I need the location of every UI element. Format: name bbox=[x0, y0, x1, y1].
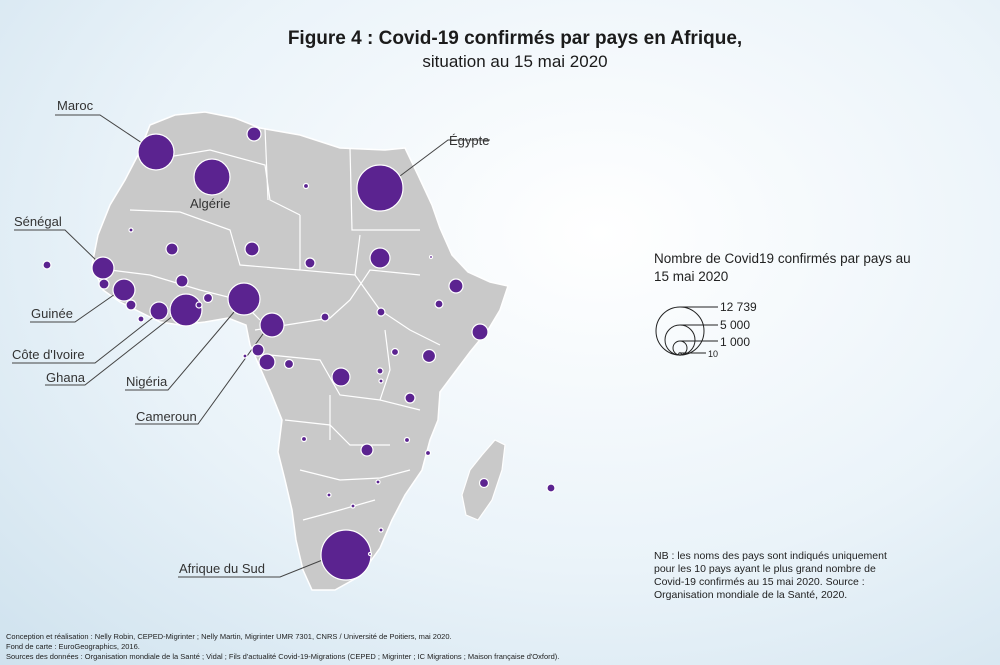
bubble-namibie bbox=[326, 492, 332, 498]
bubble-cameroun bbox=[259, 312, 285, 338]
legend-circle-12739 bbox=[655, 306, 705, 356]
label-leader-lines bbox=[12, 114, 490, 578]
label-senegal: Sénégal bbox=[14, 214, 62, 229]
bubble-erythree bbox=[428, 254, 434, 260]
bubble-sierra-leone bbox=[125, 299, 137, 311]
bubble-cap-vert bbox=[42, 260, 52, 270]
map-subtitle: situation au 15 mai 2020 bbox=[422, 52, 608, 71]
bubble-sao-tome bbox=[242, 353, 248, 359]
bubble-malawi bbox=[403, 436, 411, 444]
bubble-ouganda bbox=[390, 347, 400, 357]
bubble-ghana bbox=[169, 293, 203, 327]
bubble-lesotho bbox=[367, 551, 373, 557]
ghana-leader bbox=[45, 311, 179, 386]
bubble-algerie bbox=[193, 158, 231, 196]
label-afrique-du-sud: Afrique du Sud bbox=[179, 561, 266, 576]
bubble-somalie bbox=[471, 323, 489, 341]
label-guinee: Guinée bbox=[31, 306, 73, 321]
bubble-guinee bbox=[112, 278, 136, 302]
bubble-nigeria bbox=[227, 282, 261, 316]
nigeria-leader bbox=[125, 304, 241, 391]
label-algerie: Algérie bbox=[190, 196, 231, 211]
legend-value-1000: 1 000 bbox=[720, 335, 751, 349]
bubble-zambie bbox=[360, 443, 374, 457]
bubble-maroc bbox=[137, 133, 175, 171]
senegal-leader bbox=[14, 229, 101, 265]
cote-ivoire-leader bbox=[12, 311, 161, 364]
label-cote-ivoire: Côte d'Ivoire bbox=[12, 347, 85, 362]
note-text: NB : les noms des pays sont indiqués uni… bbox=[654, 550, 887, 601]
legend-value-10: 10 bbox=[708, 349, 719, 359]
bubble-togo bbox=[195, 301, 203, 309]
bubble-burkina bbox=[175, 274, 189, 288]
bubble-kenya bbox=[421, 348, 437, 364]
bubble-ethiopie bbox=[434, 299, 444, 309]
bubble-gambie bbox=[98, 278, 110, 290]
legend-title: Nombre de Covid19 confirmés par pays au … bbox=[654, 251, 911, 284]
bubble-congo bbox=[283, 358, 295, 370]
africa-landmass bbox=[91, 111, 509, 591]
credits-line-2: Fond de carte : EuroGeographics, 2016. bbox=[6, 642, 140, 651]
bubble-tanzanie bbox=[404, 392, 416, 404]
bubble-maurice bbox=[546, 483, 556, 493]
bubble-cote-ivoire bbox=[149, 301, 169, 321]
bubble-soudan-sud bbox=[376, 307, 386, 317]
legend-value-max: 12 739 bbox=[720, 300, 757, 314]
bubble-guinee-eq bbox=[251, 343, 265, 357]
label-cameroun: Cameroun bbox=[136, 409, 197, 424]
bubbles bbox=[42, 126, 556, 581]
credits: Conception et réalisation : Nelly Robin,… bbox=[6, 632, 906, 662]
bubble-burundi bbox=[378, 378, 384, 384]
bubble-senegal bbox=[91, 256, 115, 280]
bubble-rdc bbox=[331, 367, 351, 387]
guinee-leader bbox=[30, 291, 119, 323]
credits-line-3: Sources des données : Organisation mondi… bbox=[6, 652, 560, 661]
bubble-mauritanie bbox=[128, 227, 134, 233]
bubble-rca bbox=[320, 312, 330, 322]
bubble-zimbabwe bbox=[375, 479, 381, 485]
bubble-mali bbox=[165, 242, 179, 256]
bubble-mozambique bbox=[424, 449, 432, 457]
bubble-eswatini bbox=[378, 527, 384, 533]
cameroun-leader bbox=[135, 326, 269, 425]
bubble-tunisie bbox=[246, 126, 262, 142]
bubble-madagascar bbox=[478, 477, 490, 489]
bubble-angola bbox=[300, 435, 308, 443]
bubble-libye bbox=[302, 182, 310, 190]
legend-circles bbox=[655, 306, 718, 356]
bubble-djibouti bbox=[448, 278, 464, 294]
label-nigeria: Nigéria bbox=[126, 374, 168, 389]
afrique-du-sud-leader bbox=[178, 554, 336, 578]
bubble-soudan bbox=[369, 247, 391, 269]
legend-circle-5000 bbox=[664, 324, 696, 356]
bubble-egypte bbox=[356, 164, 404, 212]
egypte-leader bbox=[391, 139, 490, 183]
bubble-tchad bbox=[304, 257, 316, 269]
bubble-benin bbox=[202, 292, 214, 304]
bubble-botswana bbox=[350, 503, 356, 509]
bubble-liberia bbox=[137, 315, 145, 323]
label-ghana: Ghana bbox=[46, 370, 86, 385]
legend-value-5000: 5 000 bbox=[720, 318, 751, 332]
label-egypte: Égypte bbox=[449, 133, 490, 148]
credits-line-1: Conception et réalisation : Nelly Robin,… bbox=[6, 632, 452, 641]
maroc-leader bbox=[55, 114, 149, 148]
bubble-niger bbox=[244, 241, 260, 257]
map-title: Figure 4 : Covid-19 confirmés par pays e… bbox=[287, 28, 743, 49]
bubble-gabon bbox=[258, 353, 276, 371]
label-maroc: Maroc bbox=[57, 98, 94, 113]
bubble-afrique-du-sud bbox=[320, 529, 372, 581]
bubble-rwanda bbox=[376, 367, 384, 375]
